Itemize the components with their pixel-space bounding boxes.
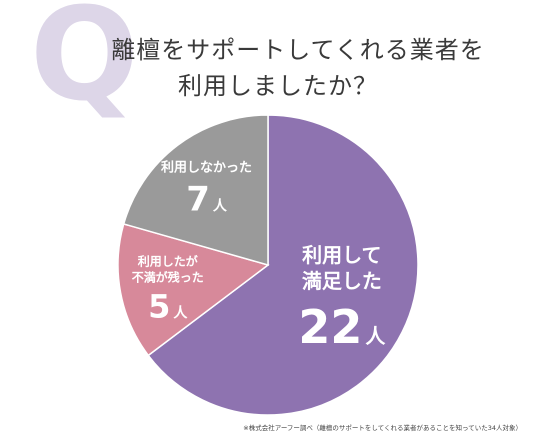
slice-value-0: 22 人 [298, 300, 386, 354]
slice-label-1-line-1: 不満が残った [132, 270, 204, 285]
pie-slice-0 [147, 114, 419, 416]
slice-label-2-line-0: 利用しなかった [161, 160, 252, 176]
slice-label-1-line-0: 利用したが [138, 254, 198, 269]
question-title-line2: 利用しましたか？ [178, 72, 378, 100]
pie-slice-1 [117, 223, 270, 357]
question-title-line1: 離檀をサポートしてくれる業者を [111, 36, 485, 64]
slice-label-0-line-1: 満足した [302, 269, 382, 293]
pie-slice-2 [122, 114, 269, 266]
source-note: ※株式会社アーフー調べ（離檀のサポートをしてくれる業者があることを知っていた34… [243, 424, 522, 432]
slice-label-0-line-0: 利用して [302, 243, 381, 267]
q-mark: Q [30, 0, 139, 130]
